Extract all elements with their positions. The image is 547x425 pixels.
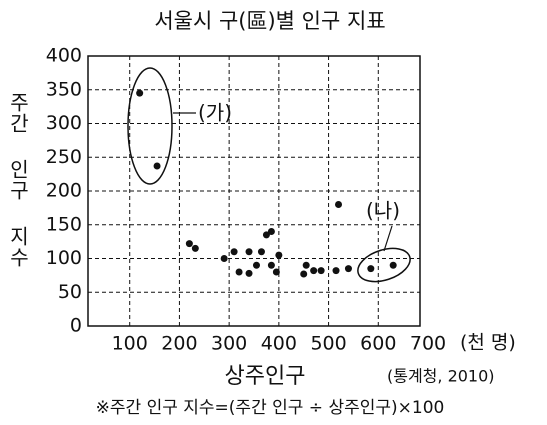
point xyxy=(389,261,397,269)
y-tick-label: 400 xyxy=(46,45,82,67)
y-tick-label: 350 xyxy=(46,78,82,100)
point xyxy=(262,231,270,239)
y-tick-label: 250 xyxy=(46,146,82,168)
point xyxy=(272,268,280,276)
y-tick-label: 50 xyxy=(58,281,82,303)
point xyxy=(302,261,310,269)
y-tick-label: 300 xyxy=(46,112,82,134)
point xyxy=(235,268,243,276)
point xyxy=(136,89,144,97)
group-ellipse xyxy=(127,67,173,185)
point xyxy=(153,162,161,170)
point xyxy=(344,265,352,273)
chart-title: 서울시 구(區)별 인구 지표 xyxy=(154,9,385,33)
point xyxy=(252,261,260,269)
x-tick-label: 200 xyxy=(161,333,197,355)
x-tick-label: 700 xyxy=(410,333,446,355)
point xyxy=(310,267,318,275)
leader-line xyxy=(383,225,393,252)
y-tick-label: 150 xyxy=(46,213,82,235)
point xyxy=(332,267,340,275)
x-unit: (천 명) xyxy=(460,332,516,354)
y-tick-label: 100 xyxy=(46,247,82,269)
point xyxy=(300,270,308,278)
point xyxy=(367,265,375,273)
point xyxy=(185,240,193,248)
point xyxy=(220,255,228,262)
point xyxy=(275,251,283,259)
x-tick-label: 300 xyxy=(211,333,247,355)
x-tick-label: 500 xyxy=(310,333,346,355)
y-tick-label: 200 xyxy=(46,180,82,202)
point xyxy=(191,244,199,252)
point xyxy=(267,228,275,235)
x-tick-label: 400 xyxy=(261,333,297,355)
y-tick-label: 0 xyxy=(70,315,82,337)
point xyxy=(230,248,238,256)
source: (통계청, 2010) xyxy=(387,367,495,386)
point xyxy=(317,267,325,275)
x-tick-label: 100 xyxy=(112,333,148,355)
point xyxy=(245,269,253,277)
x-tick-label: 600 xyxy=(360,333,396,355)
annotation: (나) xyxy=(366,199,400,223)
point xyxy=(267,261,275,269)
x-axis-label: 상주인구 xyxy=(225,364,306,389)
point xyxy=(257,248,265,256)
y-axis-label: 주간 인구 지수 xyxy=(6,92,30,268)
group-ellipse xyxy=(357,247,411,283)
point xyxy=(335,201,343,208)
footnote: ※주간 인구 지수=(주간 인구 ÷ 상주인구)×100 xyxy=(96,398,445,418)
point xyxy=(245,248,253,256)
annotation: (가) xyxy=(198,101,232,125)
